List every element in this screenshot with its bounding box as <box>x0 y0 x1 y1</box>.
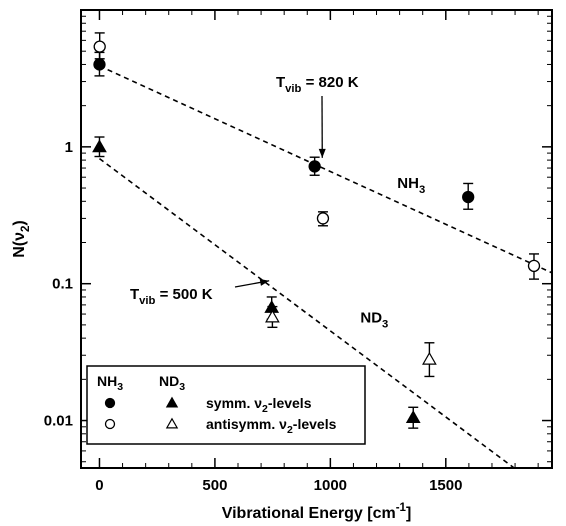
x-tick-label: 1000 <box>314 477 347 494</box>
x-axis-title-end: ] <box>406 505 411 522</box>
annotation-nd3-temp: Tvib = 500 K <box>130 286 213 307</box>
annotation-arrowhead-nh3-temp <box>318 148 326 158</box>
legend-header: ND3 <box>159 373 185 393</box>
legend-row-label-main: symm. ν <box>206 395 262 411</box>
y-axis-title-end: ) <box>11 220 28 225</box>
nh3-antisymm-2-levels-point <box>93 40 106 53</box>
y-axis-title: N(ν2) <box>11 220 32 258</box>
nd3-fit-line <box>98 158 516 468</box>
legend-row-label: antisymm. ν2-levels <box>206 416 337 436</box>
legend-header-sub: 3 <box>117 381 123 393</box>
nh3-fit-line <box>99 65 552 274</box>
series-label-nh3: NH3 <box>397 175 425 196</box>
legend-box <box>86 365 366 445</box>
annotation-nd3-temp-sub: vib <box>139 295 155 307</box>
nd3-antisymm-2-levels-point <box>422 351 437 365</box>
legend-header-main: ND <box>159 373 179 389</box>
legend-marker <box>104 397 116 409</box>
y-axis-title-main: N(ν <box>11 232 28 258</box>
legend-row-label-sub: 2 <box>287 424 293 436</box>
y-tick-label: 1 <box>65 139 73 156</box>
legend-marker <box>104 418 116 430</box>
nh3-antisymm-2-levels-point <box>316 212 330 225</box>
series-label-nh3-main: NH <box>397 175 419 192</box>
nh3-symm-2-levels-point <box>462 190 475 204</box>
x-tick-label: 0 <box>95 477 103 494</box>
annotation-nd3-temp-main: T <box>130 286 139 303</box>
legend-row-label-rest: -levels <box>293 416 337 432</box>
nd3-antisymm-2-levels-point <box>265 309 280 323</box>
legend-row-label-main: antisymm. ν <box>206 416 287 432</box>
nd3-symm-2-levels-point <box>405 410 421 423</box>
x-tick-label: 1500 <box>429 477 462 494</box>
series-label-nd3: ND3 <box>360 310 388 331</box>
legend-marker <box>165 396 179 408</box>
plot-frame <box>80 9 553 469</box>
x-axis-title-sup: -1 <box>396 502 407 514</box>
x-tick-label: 500 <box>202 477 227 494</box>
nh3-symm-2-levels-point <box>93 58 106 71</box>
annotation-arrowhead-nd3-temp <box>259 278 270 286</box>
annotation-nd3-temp-rest: = 500 K <box>155 286 212 303</box>
nd3-symm-2-levels-point <box>92 139 107 153</box>
x-axis-title: Vibrational Energy [cm-1] <box>222 502 412 522</box>
plot-frame-group <box>80 9 553 469</box>
series-label-nd3-sub: 3 <box>382 319 388 331</box>
legend-header-sub: 3 <box>179 381 185 393</box>
annotation-nh3-temp: Tvib = 820 K <box>276 74 359 95</box>
legend-header: NH3 <box>97 373 123 393</box>
nh3-antisymm-2-levels-point <box>527 259 541 273</box>
legend-row-label-rest: -levels <box>268 395 312 411</box>
data-points-group <box>92 32 541 429</box>
annotation-nh3-temp-rest: = 820 K <box>301 74 358 91</box>
annotation-nh3-temp-main: T <box>276 74 285 91</box>
x-axis-title-main: Vibrational Energy [cm <box>222 505 396 522</box>
series-label-nd3-main: ND <box>360 310 382 327</box>
y-tick-label: 0.01 <box>44 413 73 430</box>
y-axis-title-sub: 2 <box>20 226 32 232</box>
fit-lines-group <box>98 65 552 468</box>
nh3-symm-2-levels-point <box>308 160 321 173</box>
legend-marker <box>165 417 179 429</box>
legend-row-label-sub: 2 <box>262 403 268 415</box>
legend-row-label: symm. ν2-levels <box>206 395 312 415</box>
ticks-group: 0 500 1000 1500 0.01 0.1 1 Vibrational Energy [… <box>11 10 552 522</box>
y-tick-label: 0.1 <box>52 276 73 293</box>
legend-header-main: NH <box>97 373 117 389</box>
series-label-nh3-sub: 3 <box>419 184 425 196</box>
annotation-nh3-temp-sub: vib <box>285 83 301 95</box>
